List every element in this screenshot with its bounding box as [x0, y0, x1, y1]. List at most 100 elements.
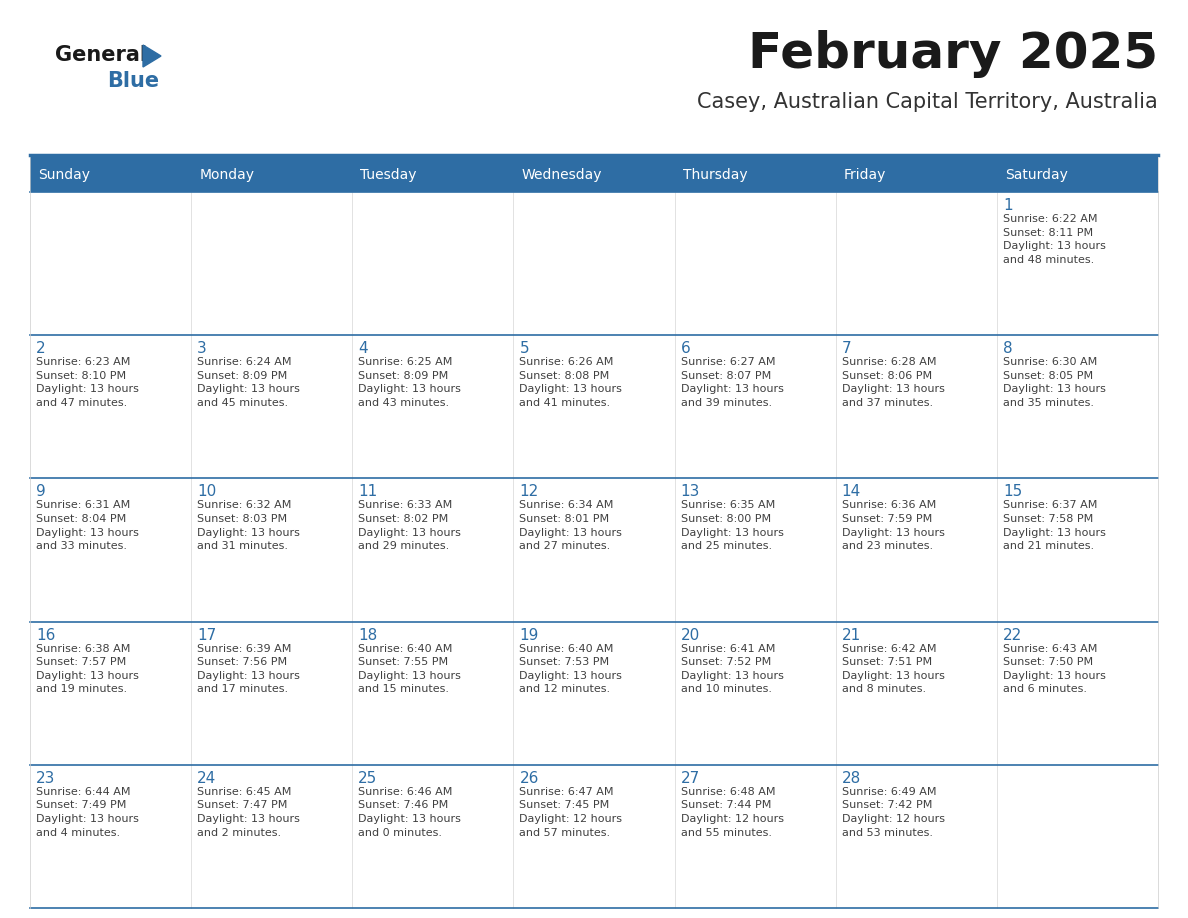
- Bar: [191, 192, 353, 335]
- Text: Sunrise: 6:37 AM
Sunset: 7:58 PM
Daylight: 13 hours
and 21 minutes.: Sunrise: 6:37 AM Sunset: 7:58 PM Dayligh…: [1003, 500, 1106, 551]
- Text: 13: 13: [681, 485, 700, 499]
- Text: Sunday: Sunday: [38, 167, 90, 182]
- Text: 1: 1: [1003, 198, 1012, 213]
- Text: 19: 19: [519, 628, 539, 643]
- Text: Blue: Blue: [107, 71, 159, 91]
- Text: 11: 11: [359, 485, 378, 499]
- Text: Sunrise: 6:45 AM
Sunset: 7:47 PM
Daylight: 13 hours
and 2 minutes.: Sunrise: 6:45 AM Sunset: 7:47 PM Dayligh…: [197, 787, 301, 837]
- Text: 10: 10: [197, 485, 216, 499]
- Text: General: General: [55, 45, 147, 65]
- Text: 9: 9: [36, 485, 46, 499]
- Bar: [191, 335, 353, 478]
- Bar: [997, 478, 1158, 621]
- Text: Sunrise: 6:30 AM
Sunset: 8:05 PM
Daylight: 13 hours
and 35 minutes.: Sunrise: 6:30 AM Sunset: 8:05 PM Dayligh…: [1003, 357, 1106, 408]
- Bar: [191, 621, 353, 765]
- Bar: [30, 335, 191, 478]
- Bar: [513, 192, 675, 335]
- Polygon shape: [143, 45, 162, 67]
- Text: 26: 26: [519, 771, 539, 786]
- Text: 16: 16: [36, 628, 56, 643]
- Text: 24: 24: [197, 771, 216, 786]
- Bar: [30, 478, 191, 621]
- Text: 6: 6: [681, 341, 690, 356]
- Bar: [353, 765, 513, 908]
- Text: 12: 12: [519, 485, 538, 499]
- Bar: [30, 621, 191, 765]
- Bar: [353, 621, 513, 765]
- Bar: [353, 335, 513, 478]
- Text: 7: 7: [842, 341, 852, 356]
- Text: Sunrise: 6:43 AM
Sunset: 7:50 PM
Daylight: 13 hours
and 6 minutes.: Sunrise: 6:43 AM Sunset: 7:50 PM Dayligh…: [1003, 644, 1106, 694]
- Text: Sunrise: 6:41 AM
Sunset: 7:52 PM
Daylight: 13 hours
and 10 minutes.: Sunrise: 6:41 AM Sunset: 7:52 PM Dayligh…: [681, 644, 783, 694]
- Bar: [835, 621, 997, 765]
- Text: Tuesday: Tuesday: [360, 167, 417, 182]
- Text: 25: 25: [359, 771, 378, 786]
- Text: February 2025: February 2025: [748, 30, 1158, 78]
- Text: 14: 14: [842, 485, 861, 499]
- Bar: [997, 192, 1158, 335]
- Text: Sunrise: 6:34 AM
Sunset: 8:01 PM
Daylight: 13 hours
and 27 minutes.: Sunrise: 6:34 AM Sunset: 8:01 PM Dayligh…: [519, 500, 623, 551]
- Bar: [835, 335, 997, 478]
- Bar: [675, 192, 835, 335]
- Bar: [675, 765, 835, 908]
- Text: 22: 22: [1003, 628, 1022, 643]
- Bar: [675, 621, 835, 765]
- Bar: [835, 765, 997, 908]
- Text: Sunrise: 6:27 AM
Sunset: 8:07 PM
Daylight: 13 hours
and 39 minutes.: Sunrise: 6:27 AM Sunset: 8:07 PM Dayligh…: [681, 357, 783, 408]
- Text: Sunrise: 6:48 AM
Sunset: 7:44 PM
Daylight: 12 hours
and 55 minutes.: Sunrise: 6:48 AM Sunset: 7:44 PM Dayligh…: [681, 787, 784, 837]
- Bar: [997, 621, 1158, 765]
- Bar: [30, 765, 191, 908]
- Text: 18: 18: [359, 628, 378, 643]
- Text: 27: 27: [681, 771, 700, 786]
- Text: 15: 15: [1003, 485, 1022, 499]
- Text: Sunrise: 6:49 AM
Sunset: 7:42 PM
Daylight: 12 hours
and 53 minutes.: Sunrise: 6:49 AM Sunset: 7:42 PM Dayligh…: [842, 787, 944, 837]
- Text: Sunrise: 6:31 AM
Sunset: 8:04 PM
Daylight: 13 hours
and 33 minutes.: Sunrise: 6:31 AM Sunset: 8:04 PM Dayligh…: [36, 500, 139, 551]
- Text: Casey, Australian Capital Territory, Australia: Casey, Australian Capital Territory, Aus…: [697, 92, 1158, 112]
- Text: 2: 2: [36, 341, 45, 356]
- Text: Saturday: Saturday: [1005, 167, 1068, 182]
- Text: Sunrise: 6:39 AM
Sunset: 7:56 PM
Daylight: 13 hours
and 17 minutes.: Sunrise: 6:39 AM Sunset: 7:56 PM Dayligh…: [197, 644, 301, 694]
- Bar: [997, 335, 1158, 478]
- Bar: [513, 621, 675, 765]
- Text: 21: 21: [842, 628, 861, 643]
- Bar: [835, 478, 997, 621]
- Text: 28: 28: [842, 771, 861, 786]
- Bar: [997, 765, 1158, 908]
- Text: Sunrise: 6:28 AM
Sunset: 8:06 PM
Daylight: 13 hours
and 37 minutes.: Sunrise: 6:28 AM Sunset: 8:06 PM Dayligh…: [842, 357, 944, 408]
- Text: Sunrise: 6:38 AM
Sunset: 7:57 PM
Daylight: 13 hours
and 19 minutes.: Sunrise: 6:38 AM Sunset: 7:57 PM Dayligh…: [36, 644, 139, 694]
- Text: 5: 5: [519, 341, 529, 356]
- Text: Sunrise: 6:33 AM
Sunset: 8:02 PM
Daylight: 13 hours
and 29 minutes.: Sunrise: 6:33 AM Sunset: 8:02 PM Dayligh…: [359, 500, 461, 551]
- Text: Sunrise: 6:24 AM
Sunset: 8:09 PM
Daylight: 13 hours
and 45 minutes.: Sunrise: 6:24 AM Sunset: 8:09 PM Dayligh…: [197, 357, 301, 408]
- Text: 23: 23: [36, 771, 56, 786]
- Text: 4: 4: [359, 341, 368, 356]
- Text: Sunrise: 6:44 AM
Sunset: 7:49 PM
Daylight: 13 hours
and 4 minutes.: Sunrise: 6:44 AM Sunset: 7:49 PM Dayligh…: [36, 787, 139, 837]
- Text: Sunrise: 6:25 AM
Sunset: 8:09 PM
Daylight: 13 hours
and 43 minutes.: Sunrise: 6:25 AM Sunset: 8:09 PM Dayligh…: [359, 357, 461, 408]
- Text: Sunrise: 6:35 AM
Sunset: 8:00 PM
Daylight: 13 hours
and 25 minutes.: Sunrise: 6:35 AM Sunset: 8:00 PM Dayligh…: [681, 500, 783, 551]
- Bar: [30, 157, 1158, 192]
- Text: Sunrise: 6:40 AM
Sunset: 7:53 PM
Daylight: 13 hours
and 12 minutes.: Sunrise: 6:40 AM Sunset: 7:53 PM Dayligh…: [519, 644, 623, 694]
- Text: Monday: Monday: [200, 167, 254, 182]
- Text: 8: 8: [1003, 341, 1012, 356]
- Text: Friday: Friday: [843, 167, 886, 182]
- Text: Sunrise: 6:42 AM
Sunset: 7:51 PM
Daylight: 13 hours
and 8 minutes.: Sunrise: 6:42 AM Sunset: 7:51 PM Dayligh…: [842, 644, 944, 694]
- Text: Sunrise: 6:23 AM
Sunset: 8:10 PM
Daylight: 13 hours
and 47 minutes.: Sunrise: 6:23 AM Sunset: 8:10 PM Dayligh…: [36, 357, 139, 408]
- Bar: [675, 335, 835, 478]
- Bar: [191, 478, 353, 621]
- Bar: [513, 335, 675, 478]
- Bar: [835, 192, 997, 335]
- Text: Sunrise: 6:47 AM
Sunset: 7:45 PM
Daylight: 12 hours
and 57 minutes.: Sunrise: 6:47 AM Sunset: 7:45 PM Dayligh…: [519, 787, 623, 837]
- Bar: [513, 765, 675, 908]
- Text: Thursday: Thursday: [683, 167, 747, 182]
- Bar: [353, 192, 513, 335]
- Text: Sunrise: 6:46 AM
Sunset: 7:46 PM
Daylight: 13 hours
and 0 minutes.: Sunrise: 6:46 AM Sunset: 7:46 PM Dayligh…: [359, 787, 461, 837]
- Text: Sunrise: 6:32 AM
Sunset: 8:03 PM
Daylight: 13 hours
and 31 minutes.: Sunrise: 6:32 AM Sunset: 8:03 PM Dayligh…: [197, 500, 301, 551]
- Text: 20: 20: [681, 628, 700, 643]
- Bar: [191, 765, 353, 908]
- Bar: [30, 192, 191, 335]
- Text: 17: 17: [197, 628, 216, 643]
- Text: Sunrise: 6:36 AM
Sunset: 7:59 PM
Daylight: 13 hours
and 23 minutes.: Sunrise: 6:36 AM Sunset: 7:59 PM Dayligh…: [842, 500, 944, 551]
- Bar: [513, 478, 675, 621]
- Text: Sunrise: 6:40 AM
Sunset: 7:55 PM
Daylight: 13 hours
and 15 minutes.: Sunrise: 6:40 AM Sunset: 7:55 PM Dayligh…: [359, 644, 461, 694]
- Text: 3: 3: [197, 341, 207, 356]
- Bar: [353, 478, 513, 621]
